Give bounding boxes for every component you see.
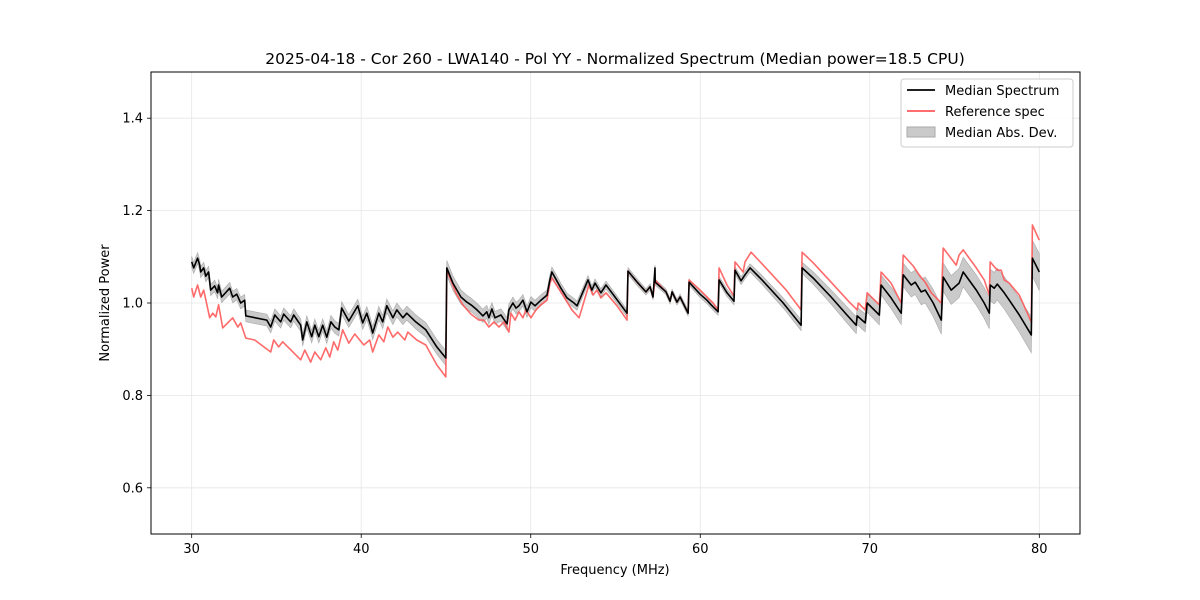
x-tick-label: 40	[353, 542, 370, 557]
median-spectrum-line	[190, 257, 1041, 359]
x-axis-label: Frequency (MHz)	[560, 563, 669, 578]
legend: Median Spectrum Reference spec Median Ab…	[900, 78, 1074, 148]
y-tick-label: 1.4	[122, 112, 143, 127]
x-tick-label: 70	[862, 542, 879, 557]
x-tick-label: 50	[522, 542, 539, 557]
x-tick-label: 80	[1031, 542, 1048, 557]
x-axis: 30 40 50 60 70 80	[183, 534, 1048, 557]
y-tick-label: 0.8	[122, 389, 143, 404]
mad-band-layer	[191, 240, 1040, 367]
legend-box	[900, 78, 1074, 148]
y-axis-label: Normalized Power	[98, 244, 113, 362]
legend-swatch-mad	[906, 126, 936, 138]
y-axis: 0.6 0.8 1.0 1.2 1.4	[122, 112, 151, 496]
chart-title: 2025-04-18 - Cor 260 - LWA140 - Pol YY -…	[265, 50, 965, 68]
x-tick-label: 30	[183, 542, 200, 557]
y-tick-label: 0.6	[122, 481, 143, 496]
y-tick-label: 1.2	[122, 204, 143, 219]
legend-label-reference: Reference spec	[945, 105, 1045, 120]
series-layer	[190, 224, 1041, 378]
x-tick-label: 60	[692, 542, 709, 557]
legend-label-median: Median Spectrum	[945, 84, 1059, 99]
y-tick-label: 1.0	[122, 297, 143, 312]
mad-band	[191, 240, 1040, 367]
reference-spectrum-line	[190, 224, 1041, 378]
legend-label-mad: Median Abs. Dev.	[945, 126, 1057, 141]
